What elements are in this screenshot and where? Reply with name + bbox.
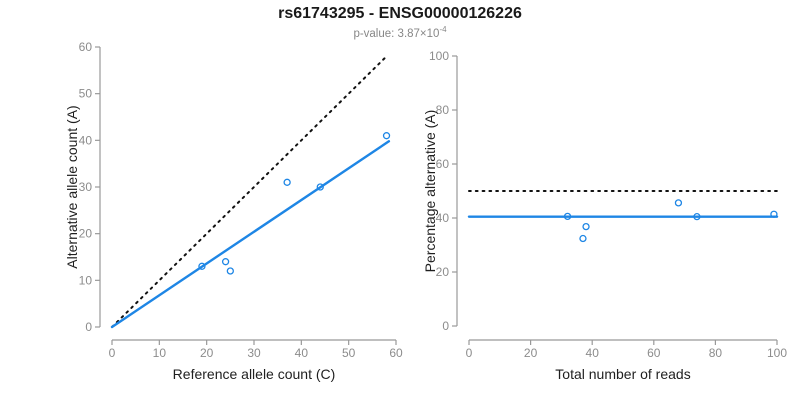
data-point (221, 258, 230, 266)
x-tick-label: 40 (295, 346, 309, 360)
y-tick-label: 80 (436, 103, 450, 117)
x-tick-label: 60 (389, 346, 403, 360)
y-tick-label: 20 (436, 265, 450, 279)
data-point (770, 210, 778, 218)
y-tick-label: 40 (436, 211, 450, 225)
left-x-axis-title: Reference allele count (C) (172, 366, 336, 382)
data-point (579, 234, 587, 243)
pvalue-exponent: -4 (439, 25, 447, 34)
data-point (693, 212, 701, 221)
left-y-axis-title: Alternative allele count (A) (64, 105, 80, 269)
y-tick-label: 50 (79, 87, 93, 101)
x-tick-label: 0 (466, 346, 473, 360)
y-tick-label: 0 (442, 319, 449, 333)
y-tick-label: 0 (85, 320, 92, 334)
x-tick-label: 80 (709, 346, 723, 360)
x-tick-label: 20 (200, 346, 214, 360)
x-tick-label: 20 (524, 346, 538, 360)
y-tick-label: 60 (436, 157, 450, 171)
right-y-axis-title: Percentage alternative (A) (422, 109, 438, 273)
data-point (382, 132, 391, 140)
data-point (226, 267, 234, 275)
x-tick-label: 10 (153, 346, 167, 360)
x-tick-label: 60 (647, 346, 661, 360)
y-tick-label: 20 (79, 227, 93, 241)
data-point (674, 199, 683, 207)
data-point (563, 212, 572, 221)
figure-title: rs61743295 - ENSG00000126226 (278, 5, 522, 22)
y-tick-label: 30 (79, 180, 93, 194)
y-tick-label: 10 (79, 273, 93, 287)
data-point (283, 178, 291, 186)
data-point (198, 262, 206, 270)
data-point (316, 183, 324, 191)
data-point (582, 222, 590, 231)
y-tick-label: 100 (429, 49, 449, 63)
figure-subtitle: p-value: 3.87×10-4 (0, 25, 800, 40)
pvalue-text: p-value: 3.87×10 (353, 27, 440, 40)
y-tick-label: 40 (79, 133, 93, 147)
right-x-axis-title: Total number of reads (555, 366, 691, 382)
identity-line (111, 55, 388, 328)
x-tick-label: 0 (109, 346, 116, 360)
y-tick-label: 60 (79, 40, 93, 54)
x-tick-label: 40 (586, 346, 600, 360)
x-tick-label: 50 (342, 346, 356, 360)
x-tick-label: 100 (767, 346, 787, 360)
x-tick-label: 30 (247, 346, 261, 360)
fit-line (110, 140, 391, 329)
